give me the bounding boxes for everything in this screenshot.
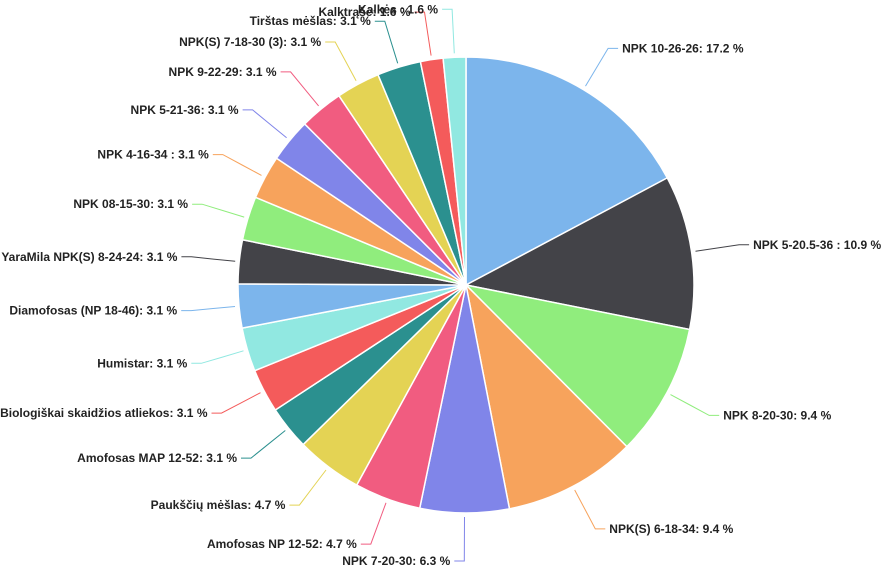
leader-line [181, 256, 236, 262]
pie-slices [237, 56, 695, 514]
leader-line [211, 392, 261, 414]
leader-line [191, 350, 244, 364]
data-label: Kalkės : 1.6 % [358, 2, 438, 16]
data-label: Kalktrąšė: 1.6 % [318, 5, 410, 19]
data-label: NPK 10-26-26: 17.2 % [622, 41, 744, 55]
data-label: Tirštas mėšlas: 3.1 % [250, 14, 372, 28]
pie-slice[interactable] [463, 176, 695, 331]
data-label: NPK 4-16-34 : 3.1 % [97, 148, 209, 162]
data-label: Diamofosas (NP 18-46): 3.1 % [9, 304, 177, 318]
leader-line [212, 154, 262, 176]
leader-line [360, 502, 387, 545]
pie-slice[interactable] [465, 56, 669, 287]
data-label: NPK 9-22-29: 3.1 % [169, 65, 277, 79]
data-label: NPK 8-20-30: 9.4 % [723, 408, 831, 422]
leader-line [242, 109, 287, 139]
leader-line [241, 430, 286, 459]
data-label: Amofosas MAP 12-52: 3.1 % [77, 451, 237, 465]
data-label: NPK 08-15-30: 3.1 % [73, 197, 188, 211]
data-label: YaraMila NPK(S) 8-24-24: 3.1 % [1, 250, 177, 264]
data-label: NPK 7-20-30: 6.3 % [342, 554, 450, 568]
data-label: NPK 5-20.5-36 : 10.9 % [753, 238, 881, 252]
leader-line [289, 469, 327, 506]
leader-line [374, 20, 399, 64]
pie-leader-lines [181, 8, 750, 562]
leader-line [181, 306, 236, 312]
data-label: NPK(S) 7-18-30 (3): 3.1 % [179, 35, 321, 49]
pie-slice[interactable] [464, 282, 628, 510]
data-label: NPK 5-21-36: 3.1 % [131, 103, 239, 117]
leader-line [192, 203, 245, 218]
leader-line [585, 47, 619, 87]
leader-line [695, 244, 750, 252]
leader-line [454, 516, 465, 562]
data-label: Biologiškai skaidžios atliekos: 3.1 % [0, 406, 208, 420]
pie-slice[interactable] [442, 56, 467, 286]
data-label: Amofosas NP 12-52: 4.7 % [207, 537, 357, 551]
leader-line [325, 41, 357, 81]
leader-line [414, 11, 432, 56]
data-label: NPK(S) 6-18-34: 9.4 % [609, 522, 733, 536]
data-label: Humistar: 3.1 % [97, 356, 187, 370]
leader-line [670, 394, 720, 416]
leader-line [442, 8, 455, 54]
leader-line [574, 489, 606, 530]
data-label: Paukščių mėšlas: 4.7 % [151, 498, 286, 512]
pie-slice[interactable] [463, 283, 691, 448]
leader-line [280, 71, 319, 107]
